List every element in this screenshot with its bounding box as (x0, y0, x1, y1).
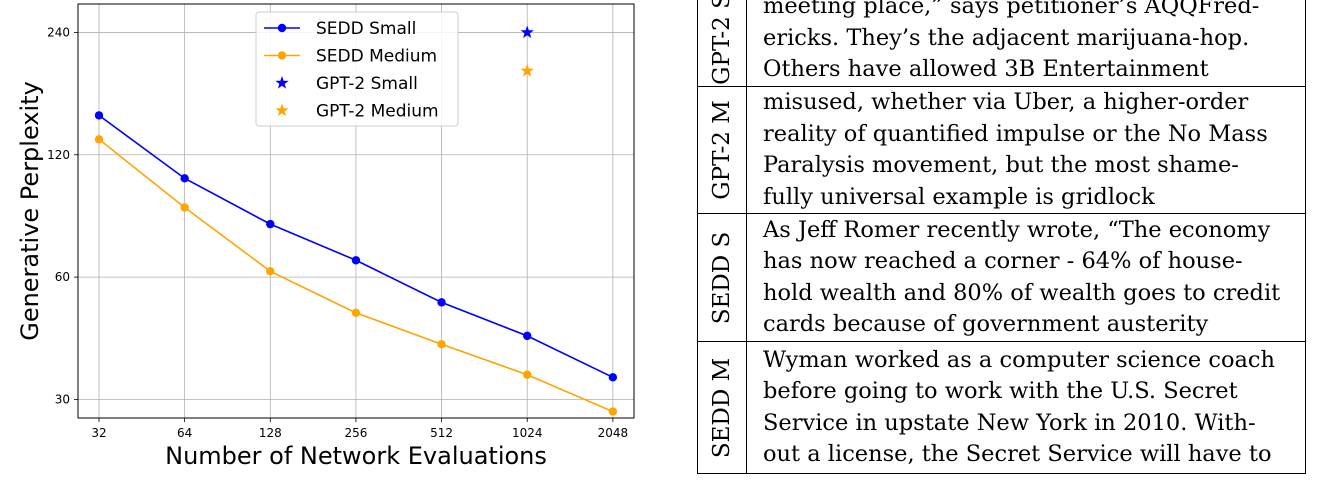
sample-text-line: Service in upstate New York in 2010. Wit… (763, 409, 1256, 436)
legend: SEDD Small SEDD Medium GPT-2 Small GPT-2 Me… (255, 11, 459, 127)
data-point (523, 370, 532, 379)
sample-text-cell: As Jeff Romer recently wrote, “The econo… (746, 213, 1306, 342)
legend-marker (277, 51, 287, 60)
star-point (520, 63, 534, 77)
data-point (266, 267, 275, 276)
sample-text-line: has now reached a corner - 64% of house- (763, 248, 1243, 274)
star-point (520, 25, 534, 39)
legend-label: SEDD Medium (316, 47, 437, 67)
data-point (437, 298, 446, 307)
sample-row: GPT-2 M misused, whether via Uber, a high… (697, 86, 1306, 214)
model-label: GPT-2 S (709, 0, 735, 85)
x-tick-label: 32 (91, 426, 106, 440)
sample-text-line: meeting place,” says petitioner’s AQQFre… (763, 0, 1260, 20)
sample-text-line: As Jeff Romer recently wrote, “The econo… (763, 216, 1271, 243)
sample-row: SEDD S As Jeff Romer recently wrote, “The… (697, 213, 1306, 342)
legend-box (255, 11, 459, 127)
model-label: SEDD S (709, 231, 735, 324)
sample-text-line: hold wealth and 80% of wealth goes to cr… (763, 279, 1281, 306)
data-point (608, 373, 618, 382)
sample-text-cell: Wyman worked as a computer science coach… (746, 341, 1306, 474)
data-point (608, 407, 618, 416)
legend-label: SEDD Small (316, 19, 416, 39)
data-point (180, 174, 189, 183)
sample-text-line: cards because of government austerity (763, 311, 1209, 337)
sample-row: SEDD M Wyman worked as a computer science… (697, 341, 1306, 474)
sample-text-line: Wyman worked as a computer science coach (763, 346, 1275, 373)
sample-text-line: fully universal example is gridlock (763, 183, 1155, 210)
y-tick-label: 60 (55, 270, 70, 284)
data-point (437, 340, 446, 349)
y-tick-label: 240 (47, 25, 70, 39)
x-tick-label: 256 (344, 426, 367, 440)
series-layer (94, 25, 618, 416)
data-point (94, 111, 104, 120)
x-axis-label: Number of Network Evaluations (165, 442, 547, 470)
y-tick-label: 120 (47, 148, 70, 162)
y-axis-label: Generative Perplexity (16, 81, 44, 341)
samples-table: GPT-2 S meeting place,” says petitioner’s… (697, 0, 1306, 474)
ticks: 32 64 128 256 512 1024 2048 30 60 120 240 (47, 25, 628, 440)
sample-text-line: Paralysis movement, but the most shame- (763, 152, 1239, 178)
sample-row: GPT-2 S meeting place,” says petitioner’s… (697, 0, 1306, 87)
sample-text-cell: misused, whether via Uber, a higher-orde… (746, 86, 1306, 214)
legend-marker (275, 76, 289, 89)
model-label: GPT-2 M (709, 100, 735, 200)
x-tick-label: 1024 (512, 426, 543, 440)
legend-marker (275, 103, 289, 117)
sample-text-line: reality of quantified impulse or the No … (763, 120, 1268, 147)
sample-text-line: Others have allowed 3B Entertainment (763, 56, 1209, 83)
data-point (523, 331, 532, 341)
legend-label: GPT-2 Small (316, 74, 418, 94)
y-tick-label: 30 (55, 392, 70, 406)
x-tick-label: 512 (430, 426, 453, 440)
sample-text-line: misused, whether via Uber, a higher-orde… (763, 89, 1249, 115)
model-label-cell: SEDD S (697, 213, 747, 342)
legend-marker (277, 23, 287, 33)
x-tick-label: 128 (259, 426, 282, 440)
sample-text-cell: meeting place,” says petitioner’s AQQFre… (746, 0, 1306, 87)
model-label-cell: SEDD M (697, 341, 747, 474)
data-point (351, 308, 361, 318)
x-tick-label: 2048 (598, 426, 629, 440)
sample-text-line: before going to work with the U.S. Secre… (763, 378, 1238, 404)
model-label-cell: GPT-2 M (697, 86, 747, 214)
sample-text-line: out a license, the Secret Service will h… (763, 441, 1272, 467)
data-point (266, 219, 275, 229)
data-point (94, 135, 104, 144)
legend-label: GPT-2 Medium (316, 102, 439, 122)
data-point (180, 203, 189, 212)
sample-text-line: ericks. They’s the adjacent marijuana-ho… (763, 24, 1250, 51)
perplexity-chart: 32 64 128 256 512 1024 2048 30 60 120 240 Number o… (16, 3, 635, 470)
model-label: SEDD M (709, 357, 735, 458)
x-tick-label: 64 (177, 426, 192, 440)
model-label-cell: GPT-2 S (697, 0, 747, 87)
data-point (351, 256, 361, 265)
